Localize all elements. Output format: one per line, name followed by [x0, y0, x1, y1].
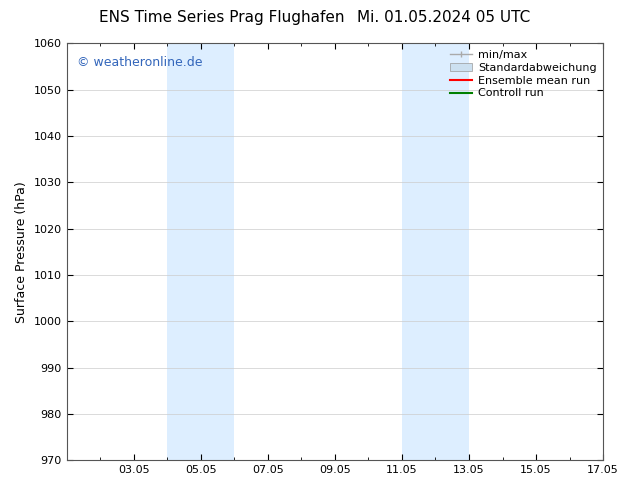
Bar [402, 44, 469, 460]
Text: © weatheronline.de: © weatheronline.de [77, 56, 203, 69]
Y-axis label: Surface Pressure (hPa): Surface Pressure (hPa) [15, 181, 28, 323]
Text: ENS Time Series Prag Flughafen: ENS Time Series Prag Flughafen [99, 10, 345, 25]
Legend: min/max, Standardabweichung, Ensemble mean run, Controll run: min/max, Standardabweichung, Ensemble me… [446, 46, 601, 103]
Text: Mi. 01.05.2024 05 UTC: Mi. 01.05.2024 05 UTC [357, 10, 531, 25]
Bar [167, 44, 234, 460]
